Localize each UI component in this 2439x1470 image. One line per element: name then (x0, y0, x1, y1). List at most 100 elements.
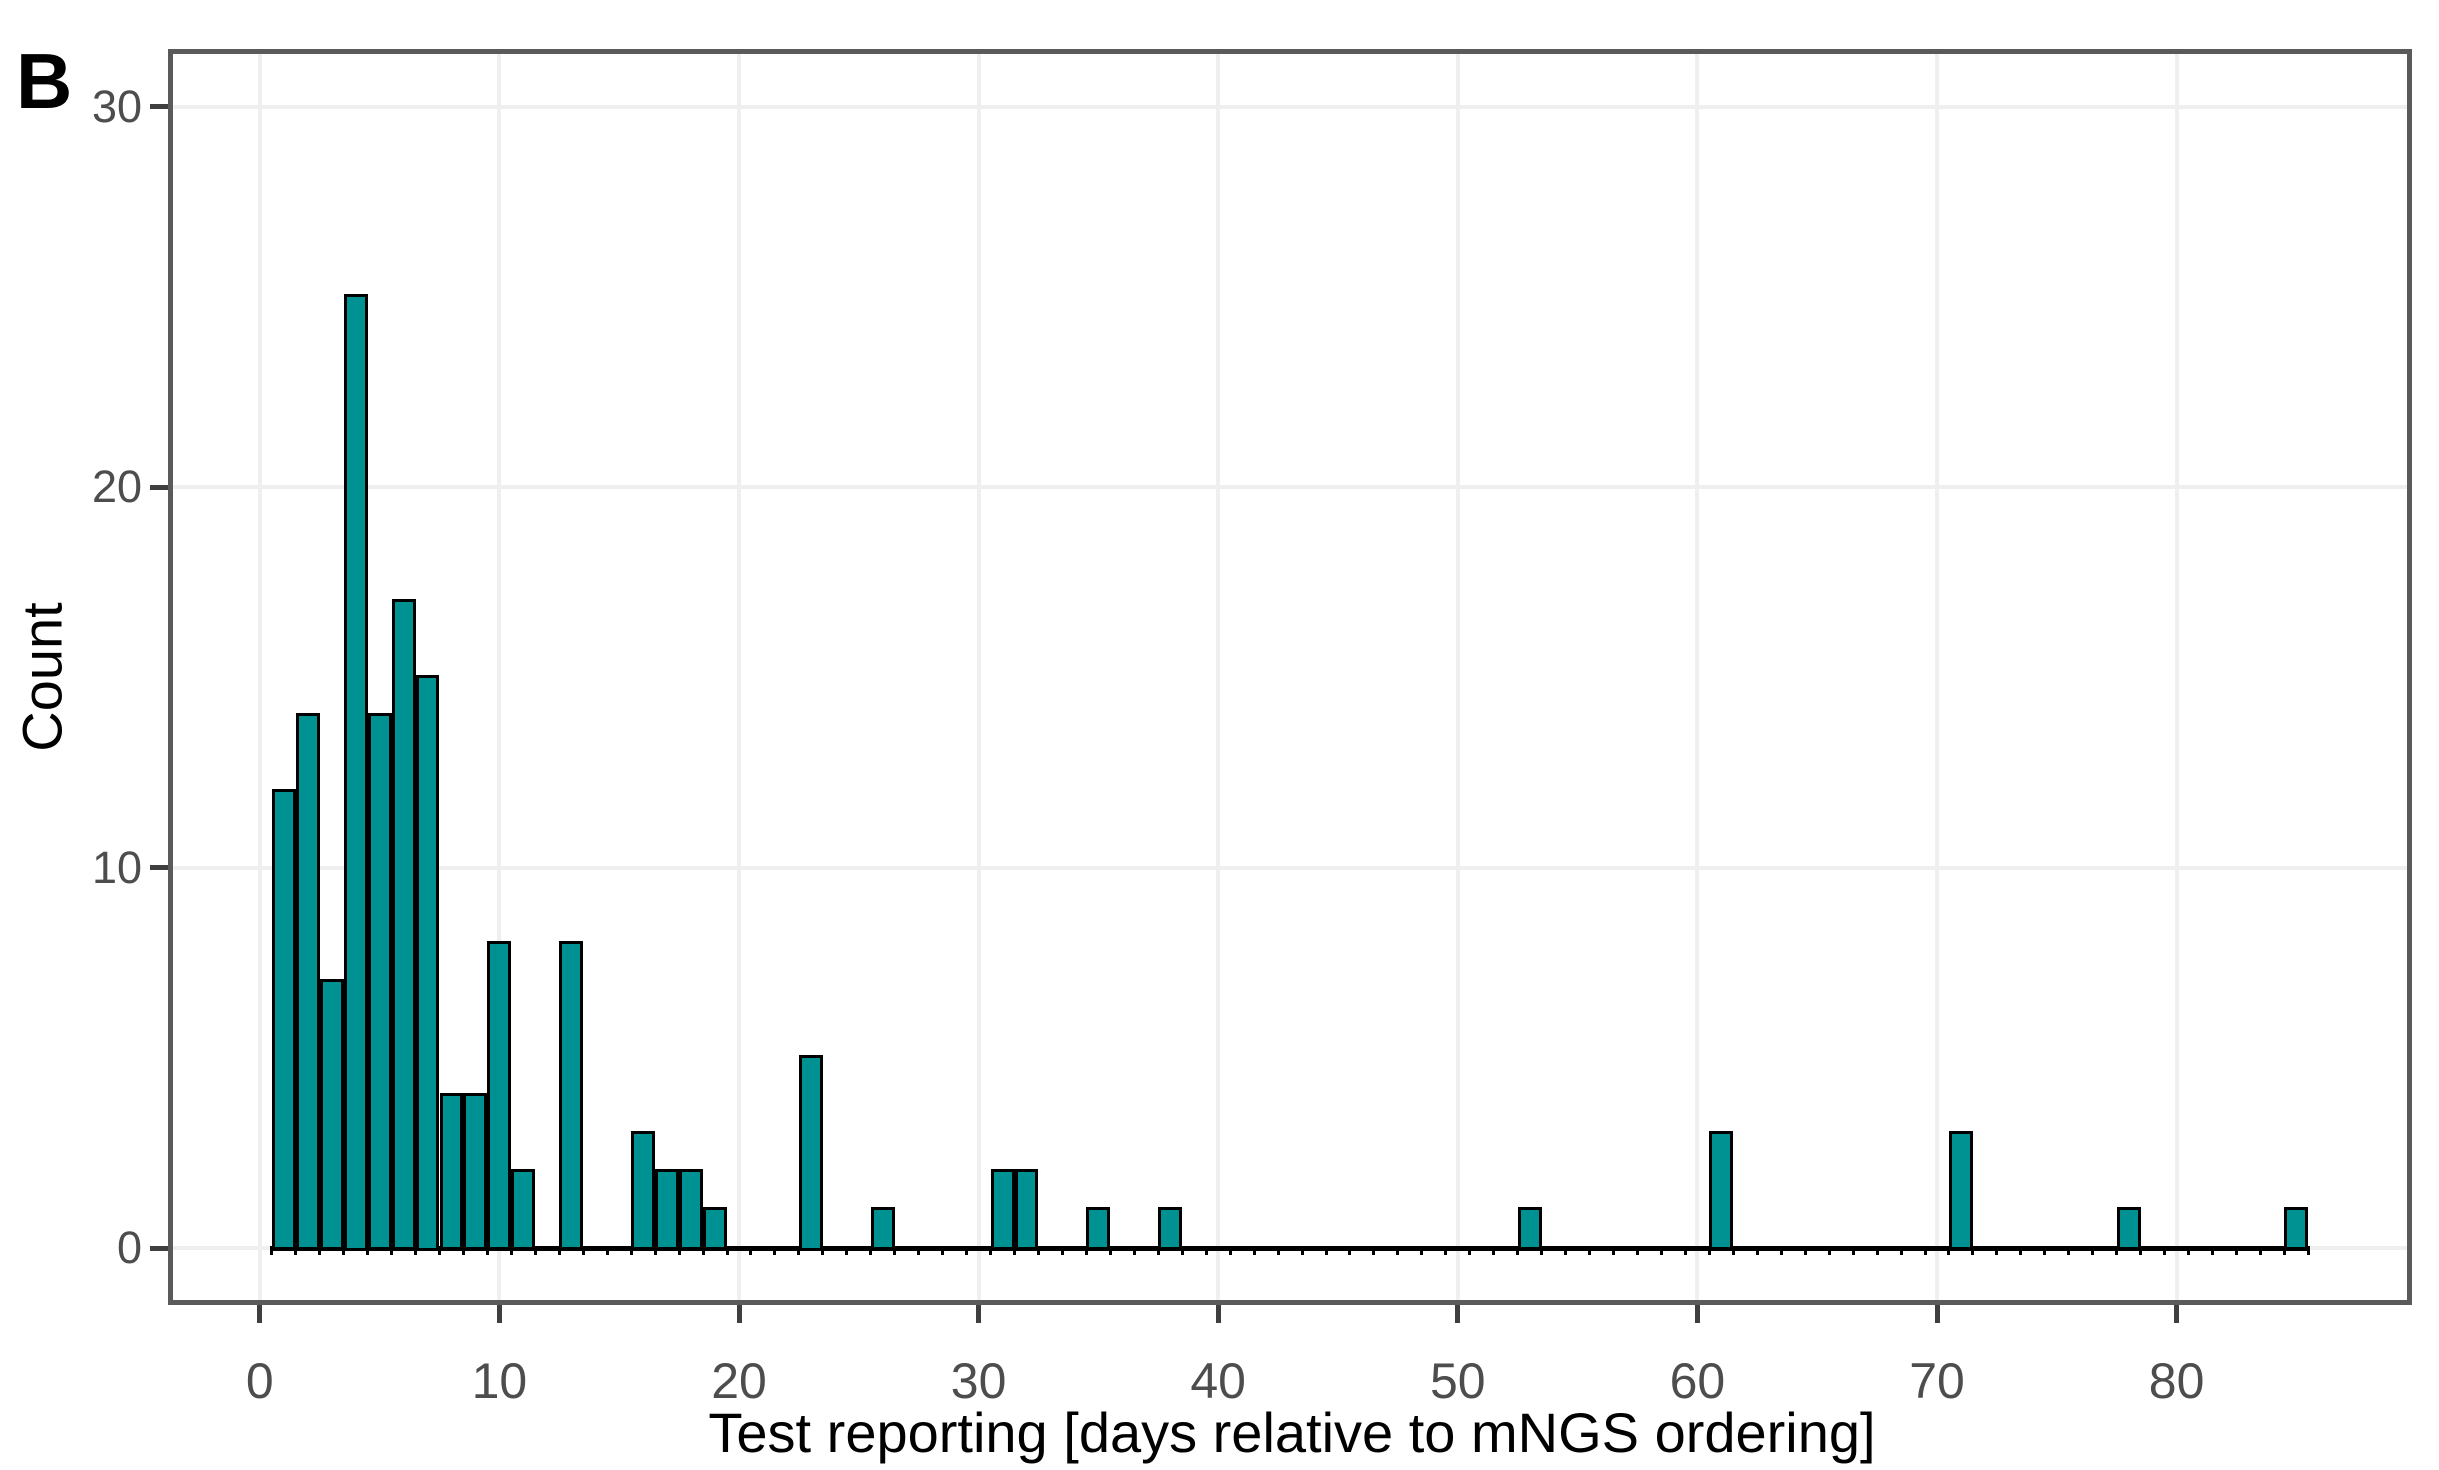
bin-edge-notch (1731, 1246, 1735, 1255)
bin-edge-notch (270, 1246, 274, 1255)
bin-edge-notch (2067, 1246, 2071, 1255)
y-tick-label: 30 (91, 80, 142, 132)
bin-edge-notch (2282, 1246, 2286, 1255)
bin-edge-notch (1180, 1246, 1184, 1255)
bin-edge-notch (1060, 1246, 1064, 1255)
bin-edge-notch (1947, 1246, 1951, 1255)
bin-edge-notch (2115, 1246, 2119, 1255)
bin-edge-notch (1348, 1246, 1352, 1255)
bin-edge-notch (1659, 1246, 1663, 1255)
x-gridline (976, 49, 981, 1305)
bin-edge-notch (1995, 1246, 1999, 1255)
bin-edge-notch (1564, 1246, 1568, 1255)
bin-edge-notch (1276, 1246, 1280, 1255)
bin-edge-notch (1755, 1246, 1759, 1255)
x-gridline (1935, 49, 1939, 1305)
bin-edge-notch (2235, 1246, 2238, 1255)
histogram-bar (439, 1093, 464, 1251)
bin-edge-notch (989, 1246, 993, 1255)
bin-edge-notch (581, 1246, 585, 1255)
y-tick-label: 20 (91, 461, 142, 512)
plot-area (168, 49, 2412, 1305)
y-tick-label: 0 (116, 1222, 142, 1273)
y-gridline (168, 865, 2412, 870)
histogram-bar (343, 294, 368, 1251)
bin-edge-notch (1396, 1246, 1400, 1255)
x-tick-mark (1934, 1305, 1940, 1323)
x-tick-label: 10 (471, 1353, 528, 1409)
histogram-bar (271, 788, 296, 1251)
bin-edge-notch (2139, 1246, 2143, 1255)
bin-edge-notch (2211, 1246, 2215, 1255)
bin-edge-notch (1228, 1246, 1232, 1255)
bin-edge-notch (725, 1246, 729, 1255)
bin-edge-notch (414, 1246, 418, 1255)
histogram-bar (631, 1131, 656, 1251)
bin-edge-notch (342, 1246, 346, 1255)
y-tick-mark (150, 865, 168, 870)
bin-edge-notch (557, 1246, 561, 1255)
bin-edge-notch (1683, 1246, 1687, 1255)
x-tick-label: 40 (1190, 1353, 1246, 1409)
bin-edge-notch (749, 1246, 753, 1255)
bin-edge-notch (438, 1246, 441, 1255)
x-gridline (2174, 49, 2179, 1305)
bin-edge-notch (1540, 1246, 1544, 1255)
x-tick-mark (496, 1305, 502, 1323)
x-gridline (497, 49, 502, 1305)
bin-edge-notch (1204, 1246, 1208, 1255)
bin-edge-notch (1612, 1246, 1616, 1255)
y-tick-mark (150, 484, 168, 490)
bin-edge-notch (294, 1246, 298, 1255)
bin-edge-notch (390, 1246, 394, 1255)
y-tick-mark (150, 1245, 168, 1251)
bin-edge-notch (869, 1246, 873, 1255)
x-tick-label: 50 (1429, 1353, 1486, 1409)
bin-edge-notch (1803, 1246, 1807, 1255)
y-tick-mark (150, 104, 168, 109)
histogram-bar (415, 674, 440, 1251)
bin-edge-notch (366, 1246, 370, 1255)
x-axis-title: Test reporting [days relative to mNGS or… (708, 1401, 1876, 1464)
histogram-bar (319, 979, 344, 1251)
histogram-bar (679, 1169, 704, 1251)
x-tick-mark (2174, 1305, 2180, 1323)
histogram-bar (1517, 1207, 1542, 1251)
x-tick-mark (1215, 1305, 1221, 1323)
bin-edge-notch (701, 1246, 705, 1255)
x-gridline (257, 49, 262, 1305)
x-tick-label: 70 (1909, 1353, 1965, 1409)
x-gridline (1695, 49, 1700, 1305)
bin-edge-notch (1923, 1246, 1927, 1255)
zero-baseline (271, 1245, 2309, 1251)
bin-edge-notch (1013, 1246, 1017, 1255)
x-tick-mark (257, 1305, 263, 1323)
bin-edge-notch (1444, 1246, 1448, 1255)
bin-edge-notch (1779, 1246, 1783, 1255)
histogram-bar (1086, 1207, 1111, 1251)
bin-edge-notch (1468, 1246, 1472, 1255)
x-gridline (737, 49, 741, 1305)
bin-edge-notch (1899, 1246, 1903, 1255)
bin-edge-notch (797, 1246, 801, 1255)
bin-edge-notch (821, 1246, 825, 1255)
histogram-bar (511, 1169, 536, 1251)
bin-edge-notch (1108, 1246, 1112, 1255)
histogram-bar (2284, 1207, 2309, 1251)
bin-edge-notch (2187, 1246, 2191, 1255)
bin-edge-notch (1827, 1246, 1831, 1255)
x-tick-mark (1455, 1305, 1461, 1323)
bin-edge-notch (917, 1246, 921, 1255)
bin-edge-notch (1420, 1246, 1424, 1255)
bin-edge-notch (2091, 1246, 2095, 1255)
bin-edge-notch (1636, 1246, 1639, 1255)
bin-edge-notch (318, 1246, 322, 1255)
histogram-bar (367, 712, 392, 1251)
bin-edge-notch (1516, 1246, 1520, 1255)
bin-edge-notch (893, 1246, 897, 1255)
bin-edge-notch (1875, 1246, 1879, 1255)
histogram-bar (1014, 1169, 1039, 1251)
x-tick-mark (976, 1305, 982, 1323)
bin-edge-notch (845, 1246, 849, 1255)
bin-edge-notch (1252, 1246, 1256, 1255)
